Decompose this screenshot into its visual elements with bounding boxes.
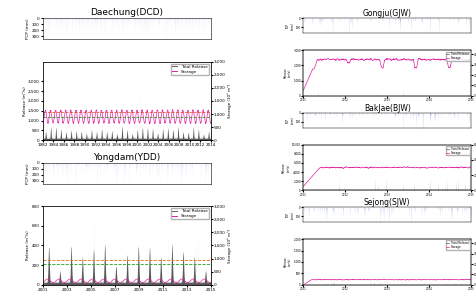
Title: Daechung(DCD): Daechung(DCD) (90, 8, 163, 17)
Y-axis label: Storage (10⁶ m³): Storage (10⁶ m³) (227, 228, 232, 263)
Y-axis label: PCP
(mm): PCP (mm) (286, 116, 295, 124)
Y-axis label: Release (m³/s): Release (m³/s) (26, 231, 30, 260)
Y-axis label: Storage (10⁶ m³): Storage (10⁶ m³) (227, 84, 232, 118)
Y-axis label: PCP (mm): PCP (mm) (26, 163, 30, 184)
Title: Yongdam(YDD): Yongdam(YDD) (93, 153, 160, 162)
Y-axis label: Release
(m³/s): Release (m³/s) (283, 257, 292, 267)
Y-axis label: Release (m³/s): Release (m³/s) (22, 86, 27, 116)
Legend: Total Release, Storage: Total Release, Storage (446, 241, 470, 250)
Legend: Total Release, Storage: Total Release, Storage (446, 146, 470, 155)
Y-axis label: Release
(m³/s): Release (m³/s) (283, 68, 292, 78)
Title: Sejong(SJW): Sejong(SJW) (364, 198, 410, 207)
Legend: Total Release, Storage: Total Release, Storage (446, 52, 470, 61)
Y-axis label: Release
(m³/s): Release (m³/s) (282, 162, 290, 173)
Y-axis label: PCP
(mm): PCP (mm) (286, 22, 295, 30)
Title: BakJae(BJW): BakJae(BJW) (364, 104, 411, 112)
Title: Gongju(GJW): Gongju(GJW) (363, 9, 412, 18)
Y-axis label: PCP (mm): PCP (mm) (26, 18, 30, 39)
Legend: Total Release, Storage: Total Release, Storage (171, 64, 209, 75)
Legend: Total Release, Storage: Total Release, Storage (171, 208, 209, 219)
Y-axis label: PCP
(mm): PCP (mm) (286, 211, 295, 218)
